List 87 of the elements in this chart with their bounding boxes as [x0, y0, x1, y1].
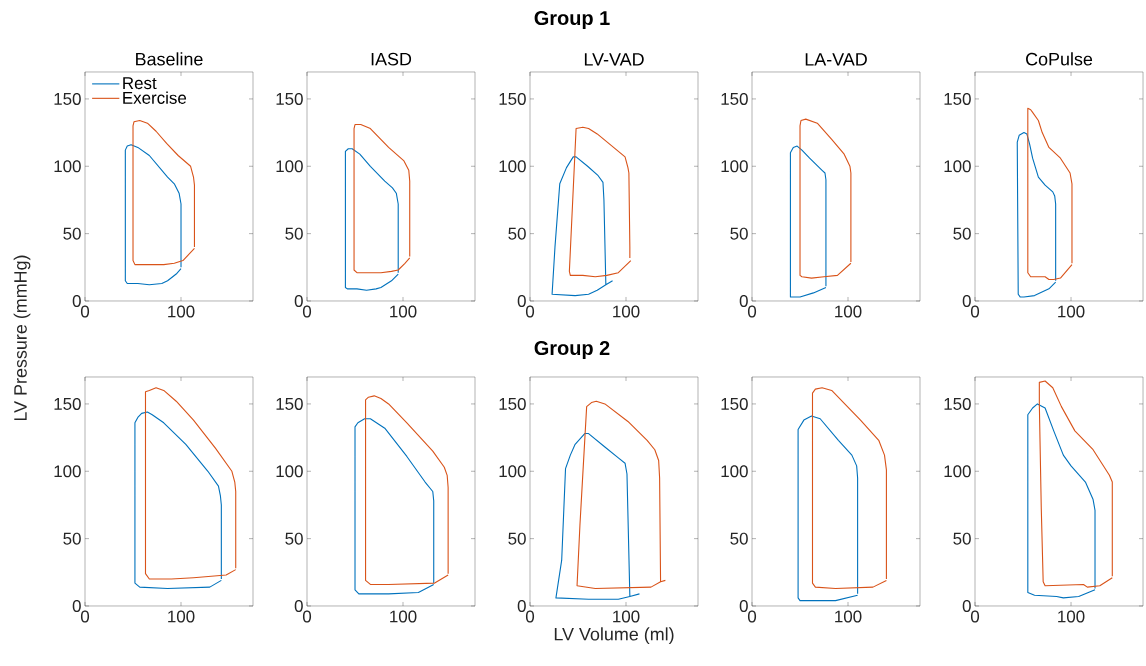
line-series — [144, 387, 237, 580]
y-tick-label: 100 — [499, 465, 526, 478]
y-tick-label: 50 — [953, 227, 971, 240]
line-series — [551, 156, 614, 297]
y-tick-label: 150 — [54, 92, 81, 105]
x-tick-label: 0 — [302, 610, 312, 623]
y-tick-label: 100 — [721, 465, 748, 478]
y-tick-label: 100 — [276, 160, 303, 173]
x-tick-label: 100 — [835, 305, 862, 318]
x-tick-label: 0 — [80, 610, 90, 623]
line-series — [134, 411, 222, 590]
y-tick-label: 50 — [953, 532, 971, 545]
line-series — [811, 387, 887, 590]
chart-title: LV-VAD — [584, 53, 644, 66]
y-tick-label: 150 — [944, 397, 971, 410]
y-tick-label: 100 — [721, 160, 748, 173]
line-series — [344, 148, 399, 291]
y-tick-label: 150 — [54, 397, 81, 410]
text: Group 1 — [534, 10, 610, 30]
y-tick-label: 50 — [285, 227, 303, 240]
y-tick-label: 0 — [962, 294, 971, 307]
x-tick-label: 0 — [747, 305, 757, 318]
x-tick-label: 100 — [168, 610, 195, 623]
y-tick-label: 50 — [63, 227, 81, 240]
legend-label: Exercise — [123, 91, 187, 104]
line-series — [365, 395, 449, 585]
line-series — [124, 144, 182, 286]
x-tick-label: 0 — [970, 305, 980, 318]
line-series — [1038, 380, 1113, 588]
x-tick-label: 100 — [1058, 610, 1085, 623]
y-tick-label: 0 — [294, 599, 303, 612]
y-tick-label: 100 — [944, 465, 971, 478]
y-tick-label: 150 — [944, 92, 971, 105]
y-tick-label: 0 — [739, 599, 748, 612]
x-tick-label: 100 — [613, 305, 640, 318]
x-tick-label: 0 — [525, 305, 535, 318]
x-tick-label: 0 — [302, 305, 312, 318]
y-tick-label: 50 — [730, 227, 748, 240]
x-tick-label: 100 — [613, 610, 640, 623]
line-series — [1016, 132, 1057, 298]
x-tick-label: 100 — [168, 305, 195, 318]
line-series — [797, 415, 859, 602]
y-tick-label: 0 — [517, 294, 526, 307]
y-tick-label: 0 — [72, 294, 81, 307]
y-tick-label: 50 — [63, 532, 81, 545]
y-tick-label: 0 — [294, 294, 303, 307]
x-tick-label: 100 — [1058, 305, 1085, 318]
line-series — [568, 126, 632, 278]
line-series — [354, 418, 435, 595]
y-tick-label: 150 — [276, 397, 303, 410]
line-series — [576, 400, 666, 590]
y-axis-title: LV Pressure (mmHg) — [13, 255, 31, 421]
chart-title: CoPulse — [1026, 52, 1093, 66]
x-tick-label: 100 — [835, 610, 862, 623]
y-tick-label: 0 — [962, 599, 971, 612]
chart-title: Baseline — [136, 52, 203, 66]
y-tick-label: 100 — [499, 160, 526, 173]
y-tick-label: 50 — [285, 532, 303, 545]
y-tick-label: 100 — [276, 465, 303, 478]
line-series — [799, 118, 852, 279]
y-tick-label: 50 — [508, 227, 526, 240]
y-tick-label: 150 — [499, 92, 526, 105]
line-series — [1027, 403, 1096, 599]
x-tick-label: 0 — [970, 610, 980, 623]
y-tick-label: 150 — [721, 397, 748, 410]
y-tick-label: 50 — [508, 532, 526, 545]
y-tick-label: 150 — [721, 92, 748, 105]
legend-label: Rest — [123, 77, 157, 90]
y-tick-label: 0 — [72, 599, 81, 612]
x-tick-label: 0 — [525, 610, 535, 623]
x-tick-label: 0 — [747, 610, 757, 623]
y-tick-label: 100 — [944, 160, 971, 173]
text: Group 2 — [534, 340, 610, 360]
y-tick-label: 0 — [517, 599, 526, 612]
line-series — [555, 433, 640, 600]
y-tick-label: 0 — [739, 294, 748, 307]
x-axis-title: LV Volume (ml) — [554, 627, 674, 645]
x-tick-label: 100 — [390, 610, 417, 623]
x-tick-label: 0 — [80, 305, 90, 318]
y-tick-label: 150 — [499, 397, 526, 410]
y-tick-label: 150 — [276, 92, 303, 105]
y-tick-label: 100 — [54, 465, 81, 478]
chart-title: LA-VAD — [805, 53, 867, 66]
y-tick-label: 100 — [54, 160, 81, 173]
chart-title: IASD — [371, 52, 412, 66]
x-tick-label: 100 — [390, 305, 417, 318]
y-tick-label: 50 — [730, 532, 748, 545]
